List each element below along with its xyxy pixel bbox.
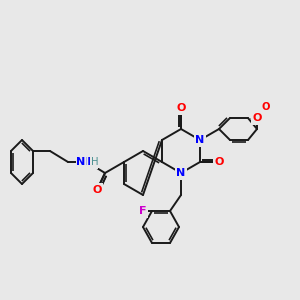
Text: N: N (195, 135, 205, 145)
Text: N: N (176, 168, 186, 178)
Text: O: O (92, 185, 102, 195)
Text: O: O (176, 103, 186, 113)
Text: O: O (176, 103, 186, 113)
Text: O: O (262, 102, 270, 112)
Text: N: N (195, 135, 205, 145)
Text: O: O (92, 185, 102, 195)
Text: O: O (252, 113, 262, 123)
Text: N: N (76, 157, 86, 167)
Text: H: H (91, 157, 98, 167)
Text: H: H (91, 157, 98, 167)
Text: NH: NH (78, 157, 96, 167)
Text: O: O (214, 157, 224, 167)
Text: F: F (139, 206, 147, 216)
Text: O: O (214, 157, 224, 167)
Text: O: O (252, 113, 262, 123)
Text: N: N (176, 168, 186, 178)
Text: N: N (77, 157, 86, 167)
Text: F: F (139, 206, 147, 216)
